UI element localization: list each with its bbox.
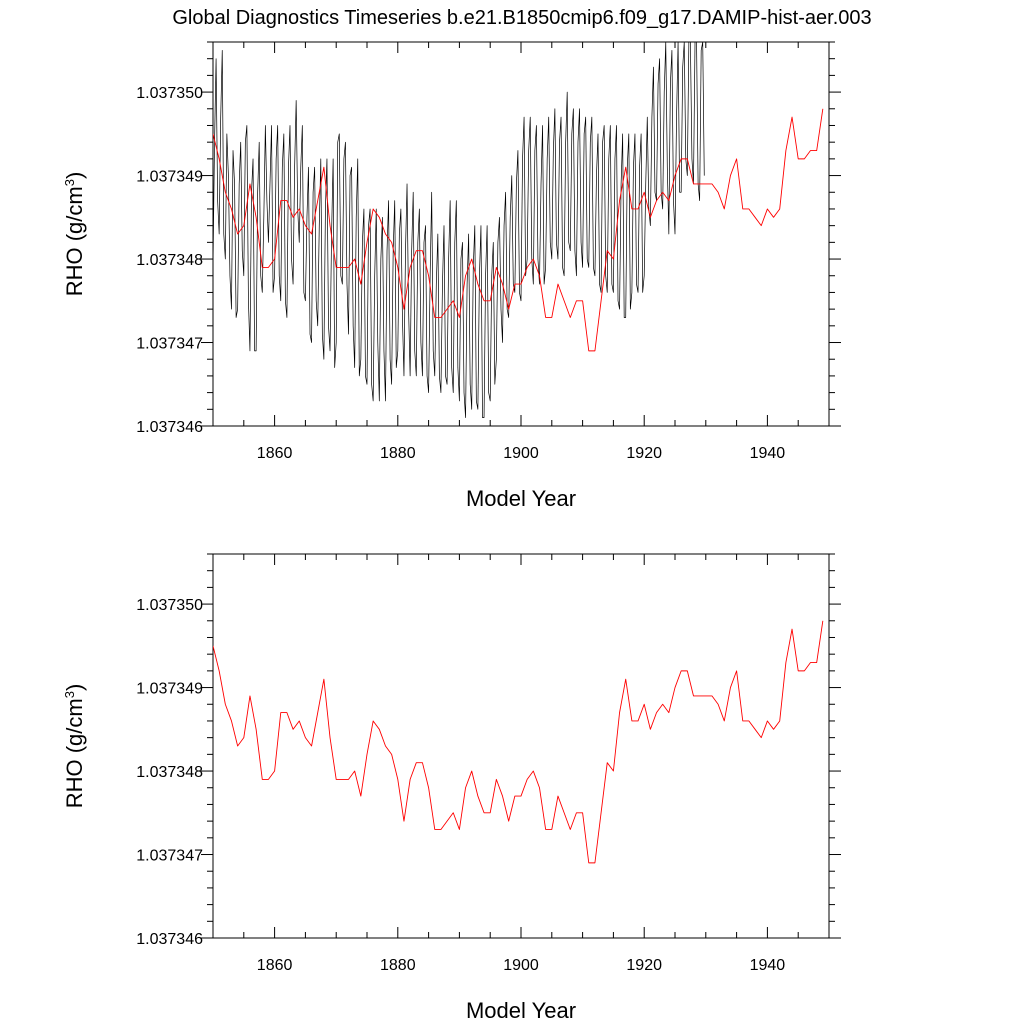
x-tick-label: 1860: [257, 957, 293, 974]
y-axis-title-text: RHO (g/cm: [62, 186, 87, 296]
x-tick-label: 1940: [750, 445, 786, 462]
y-tick-label: 1.037347: [136, 336, 203, 353]
x-tick-label: 1880: [380, 445, 416, 462]
y-tick-label: 1.037348: [136, 764, 203, 781]
x-tick-label: 1880: [380, 957, 416, 974]
x-tick-label: 1920: [626, 445, 662, 462]
y-axis-title-superscript: 3: [62, 179, 77, 186]
y-tick-label: 1.037350: [136, 85, 203, 102]
x-axis-title: Model Year: [466, 486, 576, 511]
x-tick-label: 1860: [257, 445, 293, 462]
top-panel: 1860 1880 1900 1920 1940 1.037346 1.037347 1.03…: [62, 41, 841, 511]
x-tick-label: 1940: [750, 957, 786, 974]
y-axis-title: RHO (g/cm3): [62, 684, 87, 809]
x-tick-label: 1920: [626, 957, 662, 974]
y-tick-label: 1.037349: [136, 681, 203, 698]
figure-title: Global Diagnostics Timeseries b.e21.B185…: [172, 7, 871, 29]
plot-frame: [212, 41, 830, 427]
y-tick-label: 1.037346: [136, 931, 203, 948]
bottom-panel: 1860 1880 1900 1920 1940 1.037346 1.037347 1.03…: [62, 553, 841, 1023]
x-tick-label: 1900: [503, 445, 539, 462]
y-tick-label: 1.037350: [136, 597, 203, 614]
y-tick-label: 1.037346: [136, 419, 203, 436]
x-tick-label: 1900: [503, 957, 539, 974]
plot-frame: [212, 553, 830, 939]
y-tick-label: 1.037347: [136, 848, 203, 865]
y-axis-title-close: ): [62, 172, 87, 179]
annual-mean-series-line: [213, 108, 824, 352]
annual-mean-series-line: [213, 620, 824, 864]
y-axis-title-superscript: 3: [62, 691, 77, 698]
y-axis-title-text: RHO (g/cm: [62, 698, 87, 808]
y-tick-label: 1.037349: [136, 169, 203, 186]
monthly-series-line: [213, 42, 705, 418]
y-axis-title-close: ): [62, 684, 87, 691]
y-tick-label: 1.037348: [136, 252, 203, 269]
y-axis-title: RHO (g/cm3): [62, 172, 87, 297]
x-axis-title: Model Year: [466, 998, 576, 1023]
